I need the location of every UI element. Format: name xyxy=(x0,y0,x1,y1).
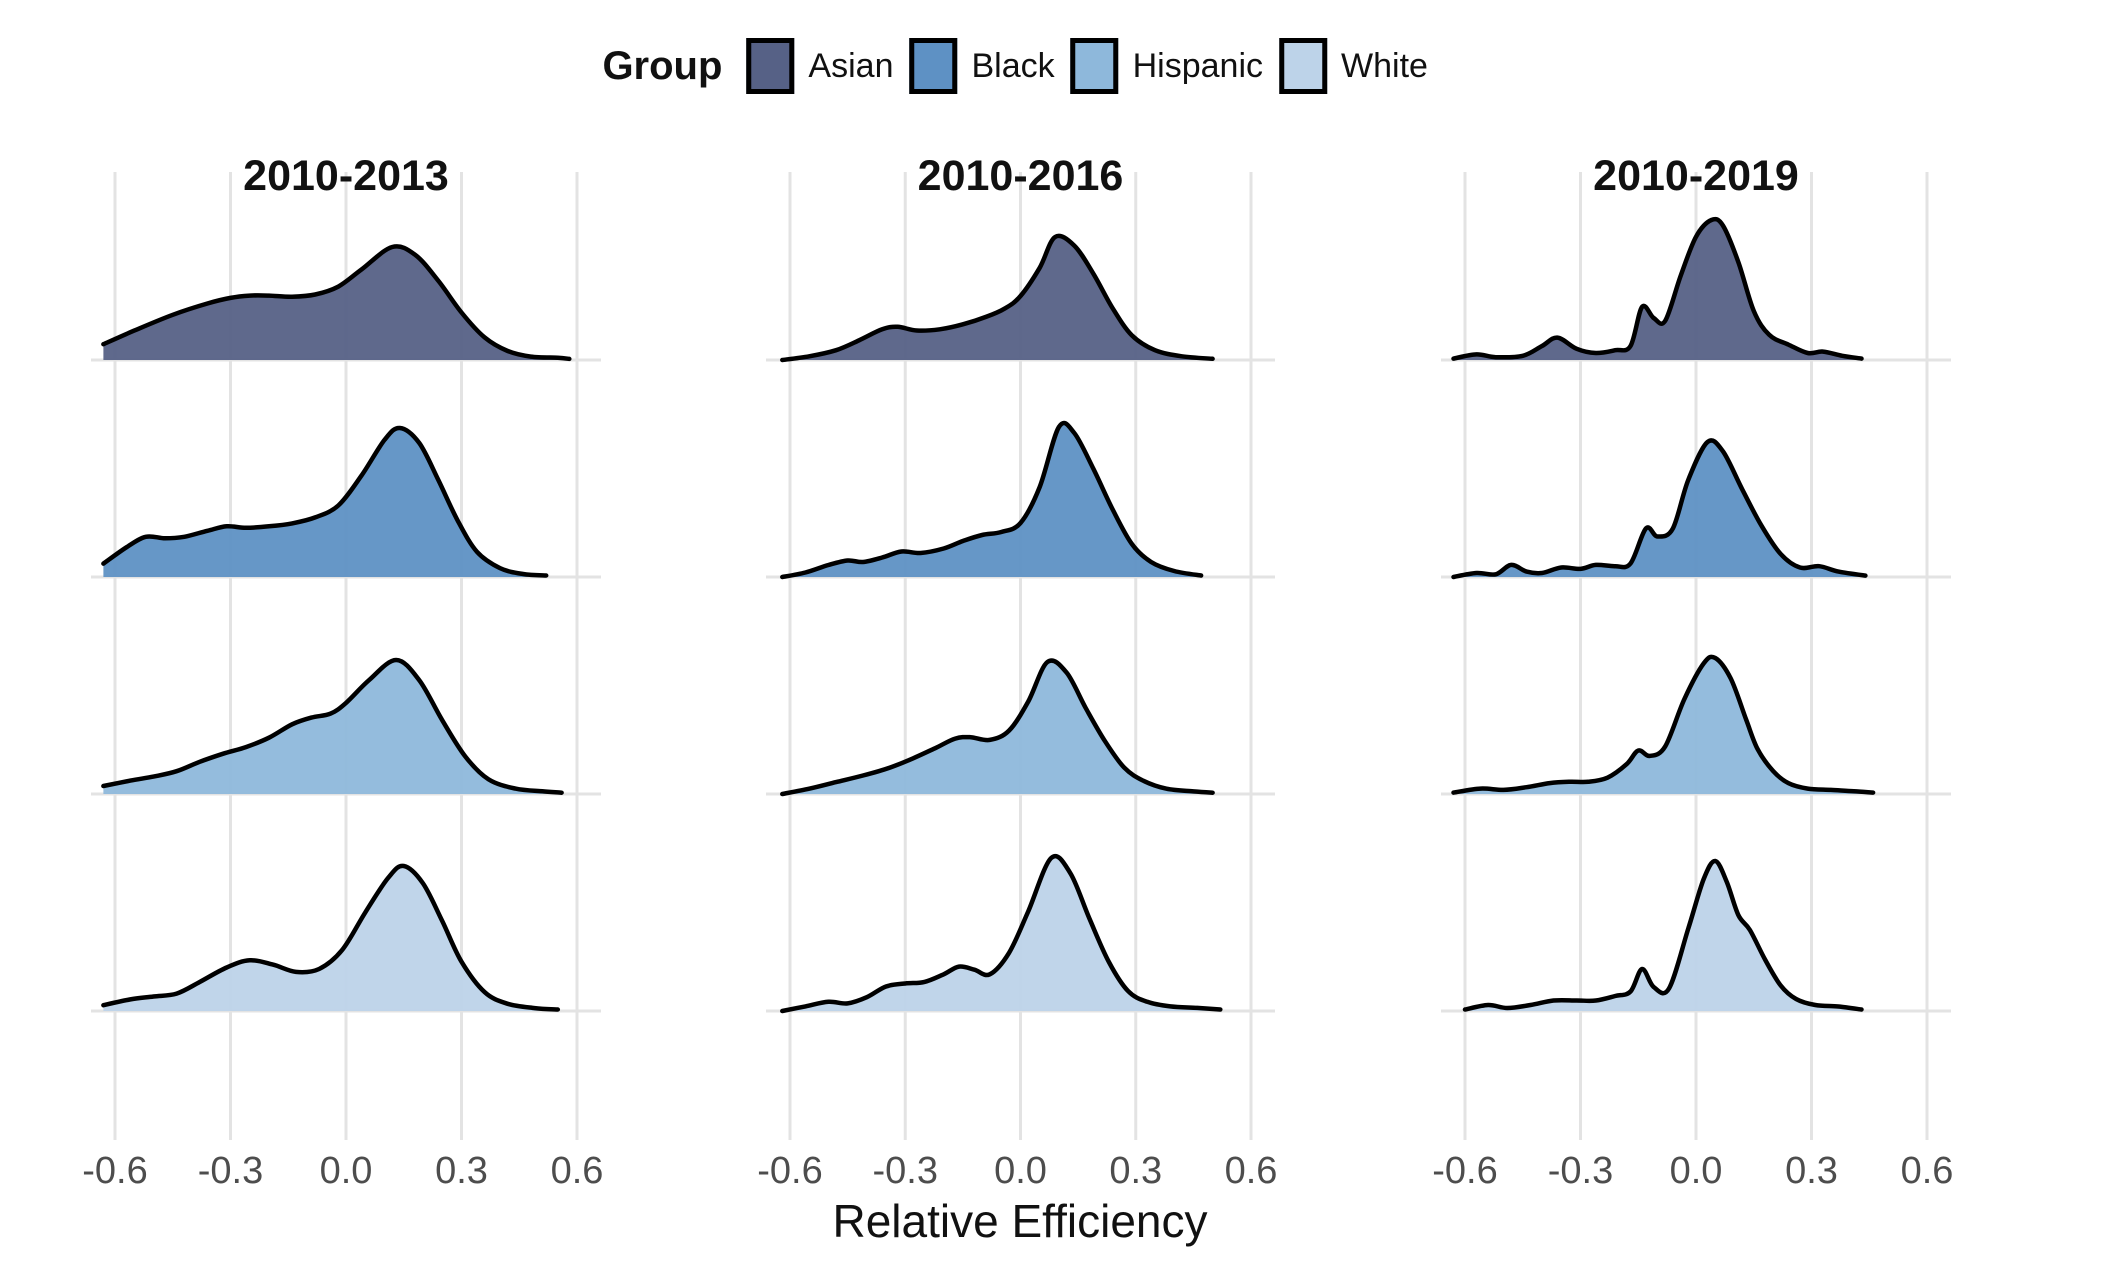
density-fill-asian-2010-2016 xyxy=(782,235,1213,360)
legend-swatch-hispanic xyxy=(1070,38,1119,94)
x-tick-label: 0.0 xyxy=(319,1150,373,1192)
panel-title-2010-2016: 2010-2016 xyxy=(917,152,1124,200)
legend-item-black: Black xyxy=(909,38,1055,94)
density-fill-black-2010-2013 xyxy=(103,427,547,577)
density-outline-black-2010-2019 xyxy=(1451,438,1868,580)
legend: Group Asian Black Hispanic White xyxy=(602,38,1428,94)
density-outline-asian-2010-2016 xyxy=(780,233,1215,363)
density-fill-black-2010-2019 xyxy=(1453,440,1866,577)
legend-title: Group xyxy=(602,43,723,88)
density-fill-asian-2010-2013 xyxy=(103,246,570,360)
panel-title-2010-2019: 2010-2019 xyxy=(1593,152,1799,200)
density-outline-black-2010-2016 xyxy=(780,420,1204,580)
legend-label-asian: Asian xyxy=(808,46,894,85)
density-fill-white-2010-2016 xyxy=(782,856,1221,1011)
legend-label-black: Black xyxy=(971,46,1055,85)
x-tick-label: 0.3 xyxy=(1785,1150,1838,1192)
density-fill-hispanic-2010-2019 xyxy=(1453,656,1874,794)
density-outline-white-2010-2019 xyxy=(1462,858,1864,1012)
x-axis-title: Relative Efficiency xyxy=(832,1195,1208,1247)
x-tick-label: 0.0 xyxy=(1669,1150,1723,1192)
legend-item-hispanic: Hispanic xyxy=(1070,38,1264,94)
x-tick-label: 0.6 xyxy=(1900,1150,1954,1192)
density-fill-white-2010-2019 xyxy=(1465,860,1862,1011)
x-tick-label: -0.6 xyxy=(82,1150,148,1192)
density-fill-hispanic-2010-2016 xyxy=(782,660,1213,794)
legend-item-asian: Asian xyxy=(746,38,893,94)
x-tick-label: -0.6 xyxy=(1432,1150,1498,1192)
density-outline-white-2010-2013 xyxy=(101,863,561,1012)
density-outline-black-2010-2013 xyxy=(101,425,549,578)
density-fill-hispanic-2010-2013 xyxy=(103,660,562,794)
x-tick-label: 0.6 xyxy=(550,1150,604,1192)
density-outline-hispanic-2010-2016 xyxy=(780,658,1215,797)
density-fill-white-2010-2013 xyxy=(103,865,558,1011)
legend-label-white: White xyxy=(1341,46,1428,85)
density-outline-hispanic-2010-2019 xyxy=(1451,654,1876,795)
x-tick-label: 0.3 xyxy=(435,1150,488,1192)
density-fill-asian-2010-2019 xyxy=(1453,219,1862,360)
legend-item-white: White xyxy=(1279,38,1428,94)
legend-swatch-white xyxy=(1279,38,1328,94)
density-fill-black-2010-2016 xyxy=(782,422,1202,577)
density-outline-asian-2010-2013 xyxy=(101,244,572,362)
density-outline-asian-2010-2019 xyxy=(1451,216,1864,361)
density-outline-hispanic-2010-2013 xyxy=(101,657,564,795)
x-tick-label: -0.6 xyxy=(757,1150,823,1192)
legend-label-hispanic: Hispanic xyxy=(1132,46,1264,85)
x-tick-label: -0.3 xyxy=(197,1150,264,1192)
density-outline-white-2010-2016 xyxy=(780,854,1223,1014)
panel-title-2010-2013: 2010-2013 xyxy=(243,152,449,200)
x-tick-label: 0.3 xyxy=(1109,1150,1163,1192)
x-tick-label: -0.3 xyxy=(872,1150,938,1192)
legend-swatch-asian xyxy=(746,38,795,94)
x-tick-label: -0.3 xyxy=(1547,1150,1614,1192)
legend-swatch-black xyxy=(909,38,958,94)
x-tick-label: 0.0 xyxy=(994,1150,1047,1192)
x-tick-label: 0.6 xyxy=(1224,1150,1278,1192)
